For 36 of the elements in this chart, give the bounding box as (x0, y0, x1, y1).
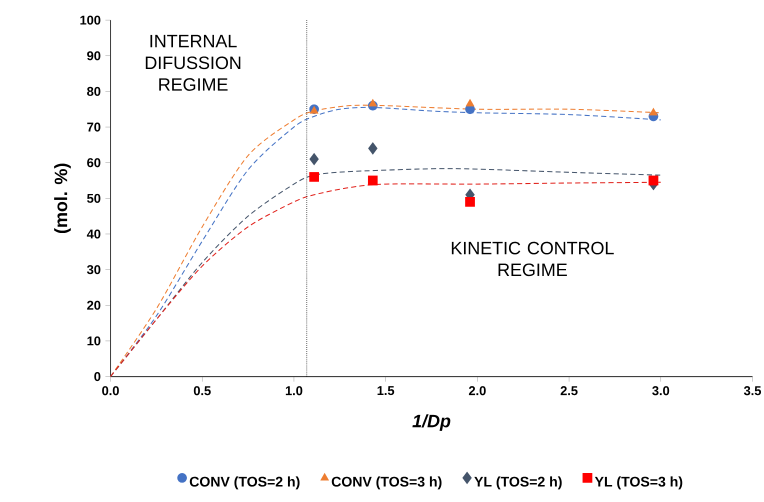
y-tick-label: 50 (87, 194, 100, 203)
x-tick-label: 2.5 (560, 386, 578, 396)
y-axis-title: (mol. %) (54, 164, 71, 234)
point (466, 98, 474, 106)
y-tick-label: 40 (86, 229, 100, 238)
x-tick-label: 3.0 (652, 386, 670, 396)
y-tick-label: 90 (87, 51, 100, 60)
legend-label: CONV (TOS=3 h) (332, 476, 442, 490)
x-tick-label: 3.5 (744, 386, 762, 396)
point (649, 108, 658, 116)
y-tick-label: 30 (86, 265, 100, 274)
legend-label: YL (TOS=3 h) (594, 476, 682, 490)
y-tick-label: 20 (87, 300, 100, 310)
legend-label: YL (TOS=2 h) (474, 476, 562, 490)
x-tick-label: 1.0 (286, 386, 302, 396)
annotation: KINETIC CONTROL REGIME (452, 242, 614, 276)
y-tick-label: 0 (94, 372, 100, 382)
y-tick-label: 10 (87, 336, 100, 346)
x-axis-title: 1/Dp (412, 414, 450, 431)
point (648, 176, 658, 186)
point (309, 172, 319, 182)
point (368, 142, 378, 155)
annotation: INTERNAL DIFUSSION REGIME (146, 34, 240, 91)
legend-label: CONV (TOS=2 h) (190, 476, 300, 490)
y-tick-label: 60 (87, 158, 100, 168)
y-tick-label: 70 (87, 122, 100, 132)
point (368, 98, 378, 106)
y-tick-label: 100 (80, 16, 100, 25)
y-tick-label: 80 (87, 86, 100, 96)
x-tick-label: 0.5 (194, 386, 211, 396)
x-tick-label: 1.5 (378, 386, 394, 396)
point (368, 176, 378, 186)
point (309, 152, 319, 166)
x-tick-label: 2.0 (468, 386, 486, 396)
x-tick-label: 0.0 (102, 386, 119, 396)
point (465, 197, 475, 207)
